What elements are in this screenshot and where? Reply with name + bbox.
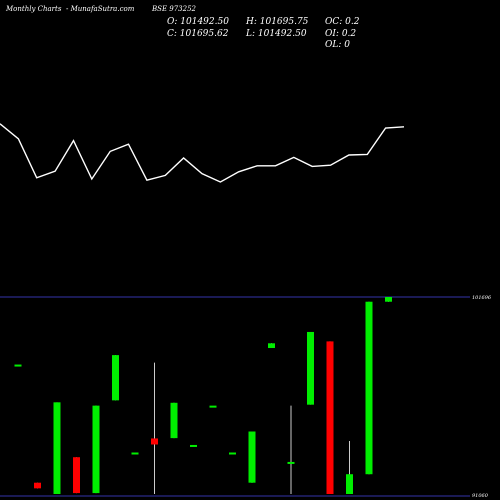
candle-body — [190, 444, 197, 447]
candle-body — [170, 402, 178, 439]
oc-value: OC: 0.2 — [325, 17, 360, 27]
symbol-label: BSE 973252 — [151, 5, 197, 13]
candle-body — [326, 341, 334, 494]
candlestick-series — [0, 296, 470, 497]
oi-value: OI: 0.2 — [325, 29, 356, 39]
candle-body — [287, 461, 295, 464]
low-value: L: 101492.50 — [245, 29, 307, 39]
close-value: C: 101695.62 — [167, 29, 229, 39]
chart-title: Monthly Charts — [5, 5, 62, 13]
high-value: H: 101695.75 — [245, 17, 309, 27]
candle-body — [307, 331, 314, 405]
candle-body — [365, 301, 373, 475]
ol-value: OL: 0 — [325, 40, 350, 50]
candle-body — [229, 452, 236, 455]
candle-body — [14, 364, 22, 367]
candle-body — [151, 438, 158, 445]
source-label: - MunafaSutra.com — [66, 5, 135, 13]
price-axis-label-top: 101696 — [472, 295, 492, 301]
candle-body — [248, 431, 256, 483]
line-series — [0, 123, 405, 183]
candle-body — [53, 402, 61, 494]
candle-body — [346, 474, 353, 494]
line-path — [0, 123, 405, 183]
candle-body — [112, 355, 119, 401]
candle-body — [131, 452, 139, 455]
candle-body — [268, 343, 275, 349]
candle-body — [209, 405, 217, 408]
open-value: O: 101492.50 — [167, 17, 229, 27]
candle-body — [34, 482, 41, 489]
candle-body — [385, 297, 392, 302]
candle-body — [73, 457, 80, 494]
price-axis-label-bottom: 91060 — [472, 493, 489, 499]
candle-body — [92, 405, 100, 494]
